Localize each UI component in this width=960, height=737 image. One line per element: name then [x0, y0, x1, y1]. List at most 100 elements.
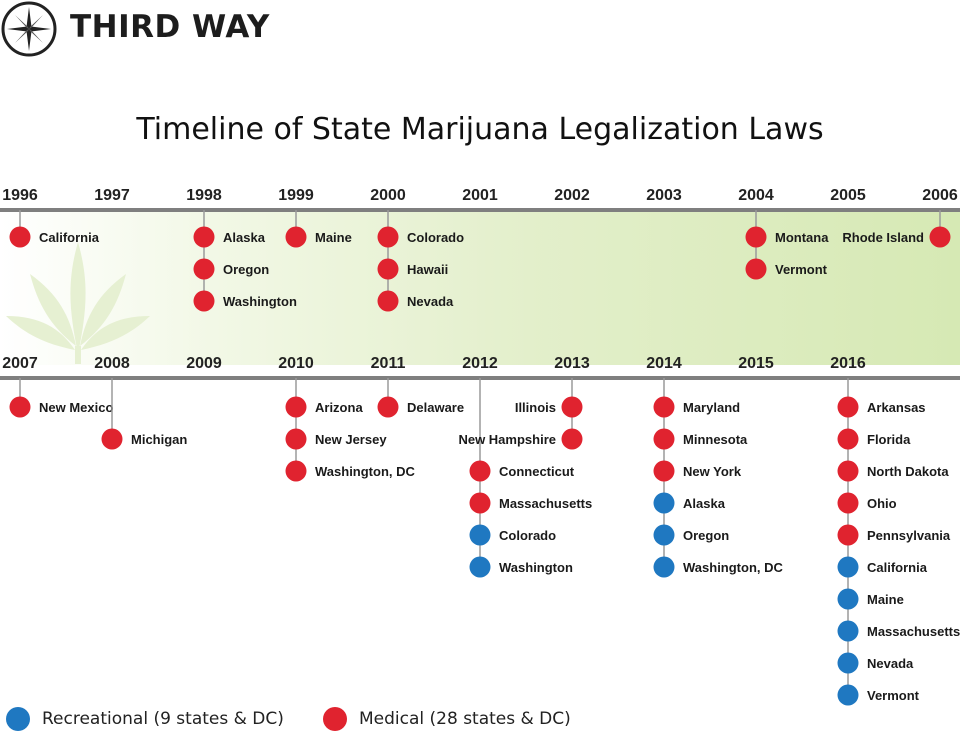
- chart-title: Timeline of State Marijuana Legalization…: [136, 112, 824, 147]
- year-tick-label: 1997: [94, 187, 130, 204]
- state-label: Florida: [867, 432, 911, 447]
- medical-marker: [285, 396, 307, 418]
- recreational-marker: [469, 556, 491, 578]
- recreational-marker-icon: [6, 707, 30, 731]
- legend-label-medical: Medical (28 states & DC): [359, 709, 571, 729]
- legend-item-medical: Medical (28 states & DC): [323, 702, 571, 736]
- cannabis-leaf-icon: [6, 242, 150, 364]
- year-tick-label: 2016: [830, 355, 866, 372]
- medical-marker: [285, 428, 307, 450]
- medical-marker: [469, 492, 491, 514]
- state-label: Colorado: [407, 230, 464, 245]
- state-label: New Hampshire: [458, 432, 556, 447]
- state-label: Washington: [223, 294, 297, 309]
- medical-marker: [377, 396, 399, 418]
- medical-marker: [469, 460, 491, 482]
- compass-icon: [1, 1, 57, 57]
- row-background-band: [0, 210, 960, 365]
- medical-marker: [561, 428, 583, 450]
- medical-marker: [837, 492, 859, 514]
- medical-marker: [193, 258, 215, 280]
- recreational-marker: [837, 620, 859, 642]
- year-tick-label: 1998: [186, 187, 222, 204]
- recreational-marker: [837, 684, 859, 706]
- medical-marker: [653, 396, 675, 418]
- legend-item-recreational: Recreational (9 states & DC): [6, 702, 284, 736]
- year-tick-label: 2010: [278, 355, 314, 372]
- state-label: Connecticut: [499, 464, 575, 479]
- year-tick-label: 2013: [554, 355, 590, 372]
- recreational-marker: [469, 524, 491, 546]
- state-label: Washington: [499, 560, 573, 575]
- medical-marker: [377, 258, 399, 280]
- state-label: Washington, DC: [683, 560, 784, 575]
- year-tick-label: 2006: [922, 187, 958, 204]
- state-label: Colorado: [499, 528, 556, 543]
- year-tick-label: 2008: [94, 355, 130, 372]
- year-tick-label: 1996: [2, 187, 38, 204]
- state-label: California: [867, 560, 928, 575]
- year-tick-label: 2002: [554, 187, 590, 204]
- legend-label-recreational: Recreational (9 states & DC): [42, 709, 284, 729]
- year-tick-label: 1999: [278, 187, 314, 204]
- medical-marker: [837, 460, 859, 482]
- year-tick-label: 2012: [462, 355, 498, 372]
- medical-marker: [561, 396, 583, 418]
- recreational-marker: [653, 492, 675, 514]
- state-label: New York: [683, 464, 742, 479]
- medical-marker: [377, 226, 399, 248]
- medical-marker: [837, 428, 859, 450]
- state-label: Vermont: [775, 262, 828, 277]
- medical-marker: [101, 428, 123, 450]
- state-label: Alaska: [223, 230, 266, 245]
- state-label: Pennsylvania: [867, 528, 951, 543]
- state-label: Arkansas: [867, 400, 926, 415]
- state-label: Maine: [315, 230, 352, 245]
- state-label: Minnesota: [683, 432, 748, 447]
- brand-name: THIRD WAY: [70, 9, 270, 45]
- medical-marker: [929, 226, 951, 248]
- recreational-marker: [837, 652, 859, 674]
- medical-marker-icon: [323, 707, 347, 731]
- year-tick-label: 2015: [738, 355, 774, 372]
- state-label: Montana: [775, 230, 829, 245]
- state-label: Rhode Island: [842, 230, 924, 245]
- year-tick-label: 2014: [646, 355, 682, 372]
- brand-header: THIRD WAY: [0, 0, 300, 58]
- state-label: Ohio: [867, 496, 897, 511]
- year-tick-label: 2007: [2, 355, 38, 372]
- state-label: North Dakota: [867, 464, 949, 479]
- medical-marker: [377, 290, 399, 312]
- medical-marker: [285, 460, 307, 482]
- state-label: Vermont: [867, 688, 920, 703]
- timeline-chart: 1996 1997 1998 1999 2000 2001 2002 2003 2004 2005…: [0, 187, 960, 706]
- medical-marker: [653, 428, 675, 450]
- state-label: Arizona: [315, 400, 363, 415]
- medical-marker: [837, 524, 859, 546]
- medical-marker: [745, 226, 767, 248]
- medical-marker: [745, 258, 767, 280]
- recreational-marker: [837, 588, 859, 610]
- year-tick-label: 2009: [186, 355, 222, 372]
- state-label: Oregon: [223, 262, 269, 277]
- state-label: Massachusetts: [867, 624, 960, 639]
- medical-marker: [837, 396, 859, 418]
- medical-marker: [9, 226, 31, 248]
- state-label: Delaware: [407, 400, 464, 415]
- medical-marker: [193, 226, 215, 248]
- legend: Recreational (9 states & DC) Medical (28…: [0, 702, 700, 736]
- state-label: Oregon: [683, 528, 729, 543]
- medical-marker: [653, 460, 675, 482]
- state-label: New Mexico: [39, 400, 113, 415]
- state-label: New Jersey: [315, 432, 387, 447]
- year-tick-label: 2001: [462, 187, 498, 204]
- state-label: Maryland: [683, 400, 740, 415]
- state-label: California: [39, 230, 100, 245]
- medical-marker: [193, 290, 215, 312]
- recreational-marker: [837, 556, 859, 578]
- state-label: Maine: [867, 592, 904, 607]
- medical-marker: [9, 396, 31, 418]
- recreational-marker: [653, 524, 675, 546]
- state-label: Washington, DC: [315, 464, 416, 479]
- state-label: Alaska: [683, 496, 726, 511]
